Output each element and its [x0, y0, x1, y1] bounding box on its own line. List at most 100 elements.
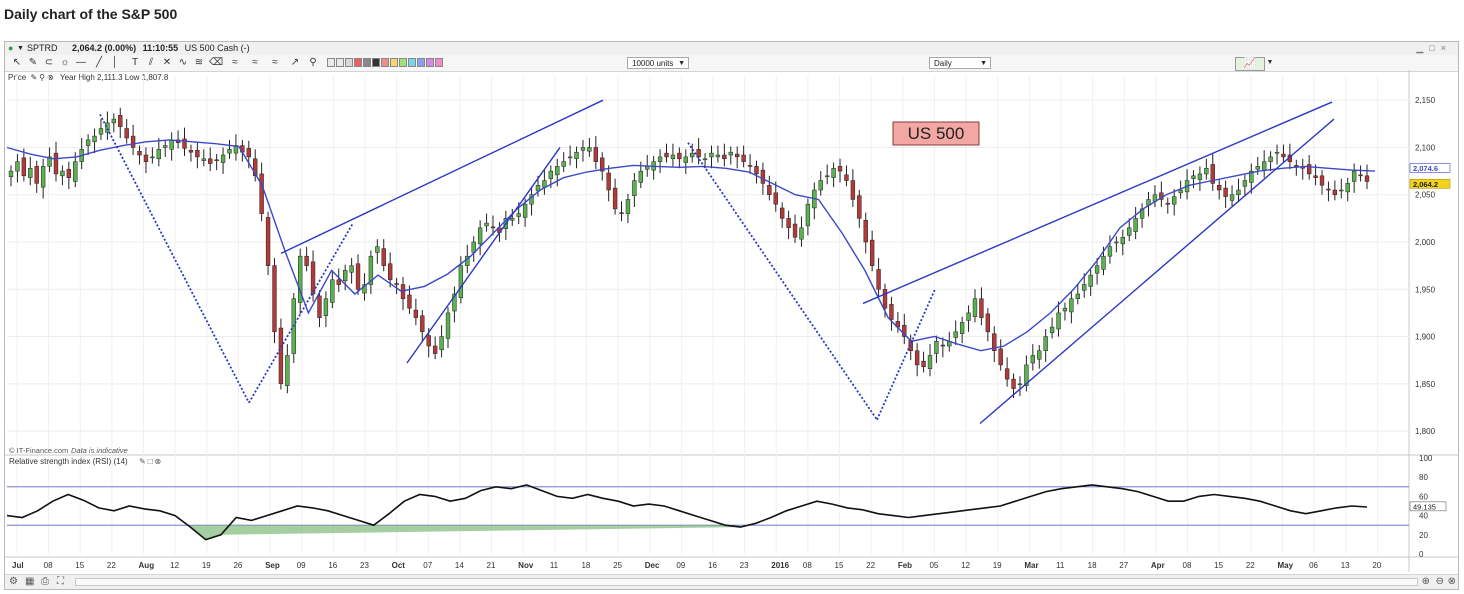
candle[interactable] [336, 279, 341, 285]
candle[interactable] [985, 313, 991, 333]
candle[interactable] [600, 157, 605, 172]
candle[interactable] [1191, 175, 1196, 179]
candle[interactable] [1024, 364, 1029, 386]
candle[interactable] [265, 217, 271, 266]
candle[interactable] [426, 335, 431, 347]
color-swatch[interactable] [435, 58, 443, 67]
color-swatch[interactable] [390, 58, 398, 67]
candle[interactable] [914, 350, 920, 366]
pattern-icon[interactable]: ≈ [232, 57, 238, 68]
fullscreen-icon[interactable]: ⛶ [57, 576, 64, 587]
candle[interactable] [1120, 237, 1125, 245]
candle[interactable] [1358, 174, 1363, 177]
candle[interactable] [1326, 188, 1331, 191]
candle[interactable] [73, 161, 78, 182]
color-swatch[interactable] [345, 58, 353, 67]
candle[interactable] [40, 166, 46, 188]
reset-zoom-icon[interactable]: ⊗ [1447, 576, 1456, 587]
candle[interactable] [1075, 293, 1080, 299]
color-swatch[interactable] [327, 58, 335, 67]
candle[interactable] [137, 150, 142, 156]
candle[interactable] [1210, 164, 1215, 184]
candle[interactable] [799, 227, 804, 240]
candle[interactable] [368, 255, 374, 285]
candle[interactable] [992, 333, 997, 351]
candle[interactable] [195, 150, 200, 158]
candle[interactable] [516, 213, 521, 217]
candle[interactable] [959, 322, 965, 334]
candle[interactable] [1043, 336, 1048, 351]
candle[interactable] [169, 139, 174, 150]
color-swatch[interactable] [354, 58, 362, 67]
candle[interactable] [413, 309, 419, 318]
candle[interactable] [304, 255, 309, 266]
candle[interactable] [876, 269, 881, 290]
candle[interactable] [53, 152, 59, 175]
candle[interactable] [1313, 175, 1318, 178]
cross-icon[interactable]: ✕ [162, 57, 172, 68]
candle[interactable] [150, 156, 155, 159]
candle[interactable] [1229, 194, 1235, 201]
candle[interactable] [522, 203, 528, 218]
candle[interactable] [760, 169, 766, 184]
candle[interactable] [1017, 383, 1023, 386]
candle[interactable] [715, 154, 721, 158]
candle[interactable] [510, 218, 515, 221]
candle[interactable] [555, 166, 560, 176]
candle[interactable] [735, 153, 740, 158]
candle[interactable] [998, 348, 1003, 366]
print-icon[interactable]: ⎙ [41, 576, 49, 587]
candle[interactable] [837, 166, 843, 172]
candle[interactable] [844, 174, 849, 181]
dropdown-icon[interactable]: ▼ [17, 45, 24, 52]
candle[interactable] [387, 263, 393, 281]
candle[interactable] [702, 158, 708, 161]
candle[interactable] [934, 341, 939, 354]
pattern2-icon[interactable]: ≈ [252, 57, 258, 68]
candle[interactable] [1274, 151, 1280, 154]
candle[interactable] [927, 355, 933, 369]
candle[interactable] [645, 166, 650, 170]
candle[interactable] [850, 180, 856, 200]
candle[interactable] [587, 147, 592, 152]
candle[interactable] [792, 223, 798, 238]
candle[interactable] [548, 170, 554, 179]
candle[interactable] [1261, 161, 1267, 171]
candle[interactable] [490, 226, 496, 229]
candle[interactable] [310, 261, 316, 295]
candle[interactable] [773, 192, 778, 205]
settings-icon[interactable]: ⚙ [9, 576, 18, 587]
candle[interactable] [683, 156, 688, 163]
candle[interactable] [1101, 255, 1106, 270]
candle[interactable] [690, 152, 695, 158]
candle[interactable] [741, 154, 746, 162]
candle[interactable] [1127, 227, 1132, 236]
candle[interactable] [619, 212, 624, 214]
fib-icon[interactable]: ≋ [194, 57, 204, 68]
candle[interactable] [124, 128, 129, 139]
candle[interactable] [1011, 378, 1016, 389]
candle[interactable] [966, 312, 971, 321]
candle[interactable] [921, 360, 926, 368]
candle[interactable] [632, 180, 637, 196]
candle[interactable] [92, 135, 97, 143]
candle[interactable] [1133, 218, 1138, 232]
candle[interactable] [677, 152, 682, 160]
candle[interactable] [330, 279, 335, 303]
candle[interactable] [1082, 284, 1087, 291]
color-swatch[interactable] [336, 58, 344, 67]
candle[interactable] [15, 161, 20, 172]
candle[interactable] [767, 185, 772, 195]
candle[interactable] [567, 156, 573, 159]
candle[interactable] [664, 152, 669, 158]
candle[interactable] [407, 294, 412, 309]
candle[interactable] [1037, 350, 1042, 360]
candle[interactable] [1223, 187, 1228, 197]
candle[interactable] [1236, 189, 1241, 195]
color-swatch[interactable] [381, 58, 389, 67]
candle[interactable] [349, 265, 354, 273]
candle[interactable] [439, 336, 444, 351]
candle[interactable] [484, 222, 489, 227]
candle[interactable] [323, 298, 329, 316]
candle[interactable] [1345, 183, 1350, 193]
